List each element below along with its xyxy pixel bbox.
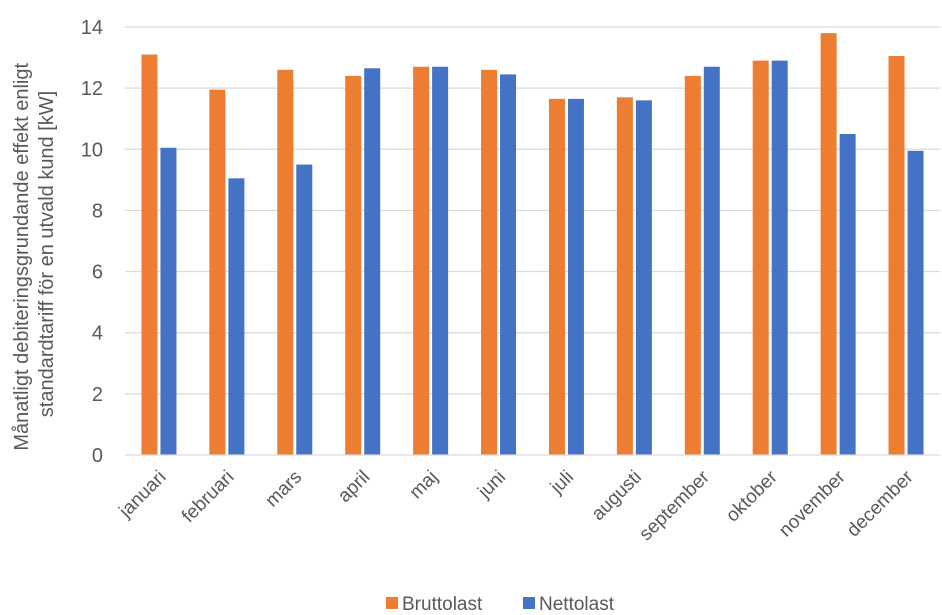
x-tick-label: september	[635, 466, 714, 545]
bar-bruttolast-februari	[209, 89, 226, 456]
bar-nettolast-juli	[567, 98, 584, 455]
legend: Bruttolast Nettolast	[386, 594, 615, 615]
bars	[141, 33, 924, 456]
legend-swatch-bruttolast	[386, 597, 398, 609]
bar-bruttolast-juli	[548, 98, 565, 455]
x-tick-label: januari	[115, 467, 171, 523]
bar-bruttolast-december	[888, 56, 905, 456]
bar-nettolast-november	[839, 134, 856, 455]
bar-nettolast-juni	[500, 74, 517, 455]
bar-bruttolast-september	[684, 75, 701, 456]
y-axis-label: Månatligt debiteringsgrundande effekt en…	[11, 57, 58, 450]
x-tick-label: mars	[262, 467, 307, 512]
bar-bruttolast-maj	[413, 66, 430, 455]
bar-nettolast-maj	[432, 66, 449, 455]
x-tick-label: oktober	[722, 466, 782, 526]
y-tick-label: 2	[92, 384, 103, 406]
x-tick-label: februari	[178, 467, 238, 527]
y-tick-label: 12	[81, 78, 103, 100]
y-axis-ticks: 0 2 4 6 8 10 12 14	[81, 17, 103, 467]
x-tick-label: april	[334, 467, 374, 507]
x-tick-label: december	[843, 466, 918, 541]
y-tick-label: 6	[92, 262, 103, 284]
y-tick-label: 4	[92, 323, 103, 345]
bar-bruttolast-oktober	[752, 60, 769, 455]
y-tick-label: 8	[92, 200, 103, 222]
x-tick-label: juli	[546, 467, 578, 499]
y-tick-label: 10	[81, 139, 103, 161]
y-axis-label-line-2: standardtariff för en utvald kund [kW]	[36, 91, 58, 417]
legend-label-nettolast: Nettolast	[539, 594, 615, 615]
x-tick-label: november	[775, 466, 850, 541]
bar-nettolast-april	[364, 68, 381, 456]
bar-nettolast-augusti	[635, 100, 652, 455]
bar-nettolast-februari	[228, 178, 245, 456]
bar-bruttolast-juni	[481, 69, 498, 456]
bar-bruttolast-januari	[141, 54, 158, 456]
x-axis-ticks: januari februari mars april maj juni juli augus…	[115, 466, 918, 545]
bar-bruttolast-augusti	[616, 97, 633, 456]
bar-bruttolast-november	[820, 33, 837, 455]
bar-nettolast-januari	[160, 147, 177, 455]
bar-nettolast-december	[907, 150, 924, 456]
bar-nettolast-september	[703, 66, 720, 455]
bar-nettolast-mars	[296, 164, 313, 456]
legend-swatch-nettolast	[523, 597, 535, 609]
bar-bruttolast-mars	[277, 69, 294, 456]
bar-nettolast-oktober	[771, 60, 788, 455]
legend-label-bruttolast: Bruttolast	[402, 594, 483, 615]
x-tick-label: augusti	[588, 467, 646, 525]
x-tick-label: maj	[406, 467, 443, 504]
bar-bruttolast-april	[345, 75, 362, 456]
y-tick-label: 0	[92, 445, 103, 467]
y-axis-label-line-1: Månatligt debiteringsgrundande effekt en…	[11, 63, 33, 451]
gridlines	[125, 26, 940, 395]
y-tick-label: 14	[81, 17, 103, 39]
x-tick-label: juni	[474, 467, 510, 503]
